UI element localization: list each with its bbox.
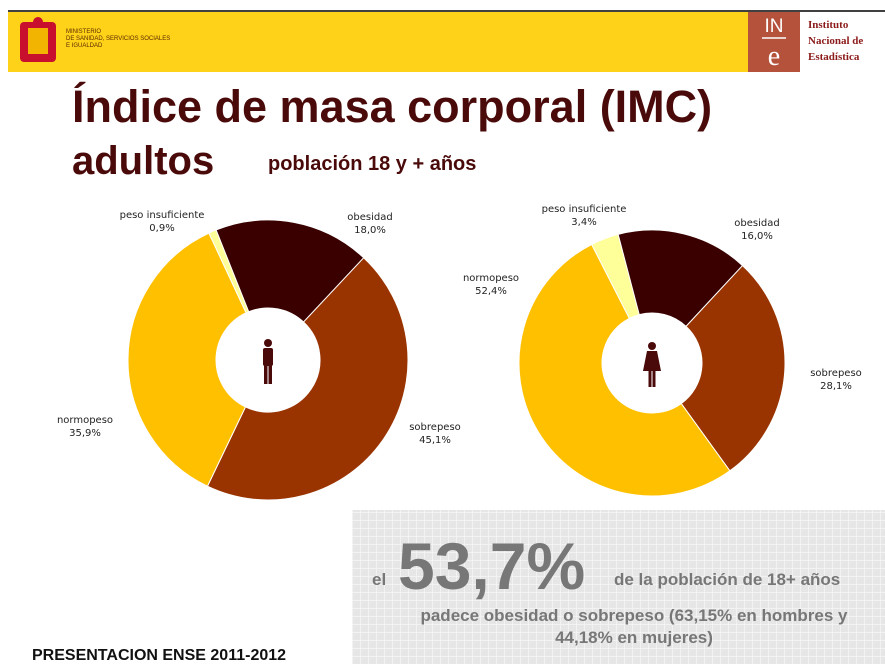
donut-slice — [206, 257, 409, 501]
callout-suffix: de la población de 18+ años — [614, 570, 840, 589]
ine-name: Estadística — [808, 51, 860, 63]
slice-value-label: 3,4% — [571, 217, 596, 228]
ine-logo: IN — [765, 16, 784, 37]
ministry-text: E IGUALDAD — [66, 43, 103, 49]
slice-value-label: 16,0% — [741, 231, 773, 242]
slice-value-label: 0,9% — [149, 223, 174, 234]
slice-label: sobrepeso — [810, 368, 862, 379]
slice-value-label: 18,0% — [354, 225, 386, 236]
slice-value-label: 35,9% — [69, 428, 101, 439]
slice-value-label: 52,4% — [475, 286, 507, 297]
donut-slice — [127, 232, 247, 487]
donut-slice — [518, 243, 731, 497]
subtitle: población 18 y + años — [268, 153, 476, 175]
donut-slice — [680, 264, 786, 472]
slice-value-label: 45,1% — [419, 435, 451, 446]
male-icon — [263, 339, 273, 384]
title: Índice de masa corporal (IMC) — [72, 81, 712, 132]
callout-box — [352, 510, 885, 664]
footer: PRESENTACION ENSE 2011-2012 — [32, 647, 286, 664]
title: adultos — [72, 139, 214, 183]
ministry-text: DE SANIDAD, SERVICIOS SOCIALES — [66, 36, 170, 42]
slice-value-label: 28,1% — [820, 381, 852, 392]
ine-name: Nacional de — [808, 35, 863, 47]
ine-logo-box — [748, 12, 800, 72]
crest — [20, 17, 56, 62]
callout-line: padece obesidad o sobrepeso (63,15% en h… — [420, 606, 848, 625]
slice-label: normopeso — [57, 415, 113, 426]
ine-name-box — [800, 12, 885, 72]
slice-label: obesidad — [347, 212, 392, 223]
charts: peso insuficiente 0,9% obesidad 18,0% sobrep… — [57, 204, 862, 501]
donut-slice — [617, 229, 744, 328]
callout-prefix: el — [372, 570, 386, 589]
callout-figure: 53,7% — [398, 529, 585, 603]
header-band — [8, 12, 885, 72]
slice-label: sobrepeso — [409, 422, 461, 433]
ine-logo: e — [768, 41, 780, 72]
callout-line: 44,18% en mujeres) — [555, 628, 713, 647]
female-icon — [643, 342, 661, 387]
slice-label: obesidad — [734, 218, 779, 229]
ine-name: Instituto — [808, 19, 849, 31]
slice-label: normopeso — [463, 273, 519, 284]
slice-label: peso insuficiente — [120, 210, 205, 221]
slice-label: peso insuficiente — [542, 204, 627, 215]
ministry-text: MINISTERIO — [66, 29, 101, 35]
